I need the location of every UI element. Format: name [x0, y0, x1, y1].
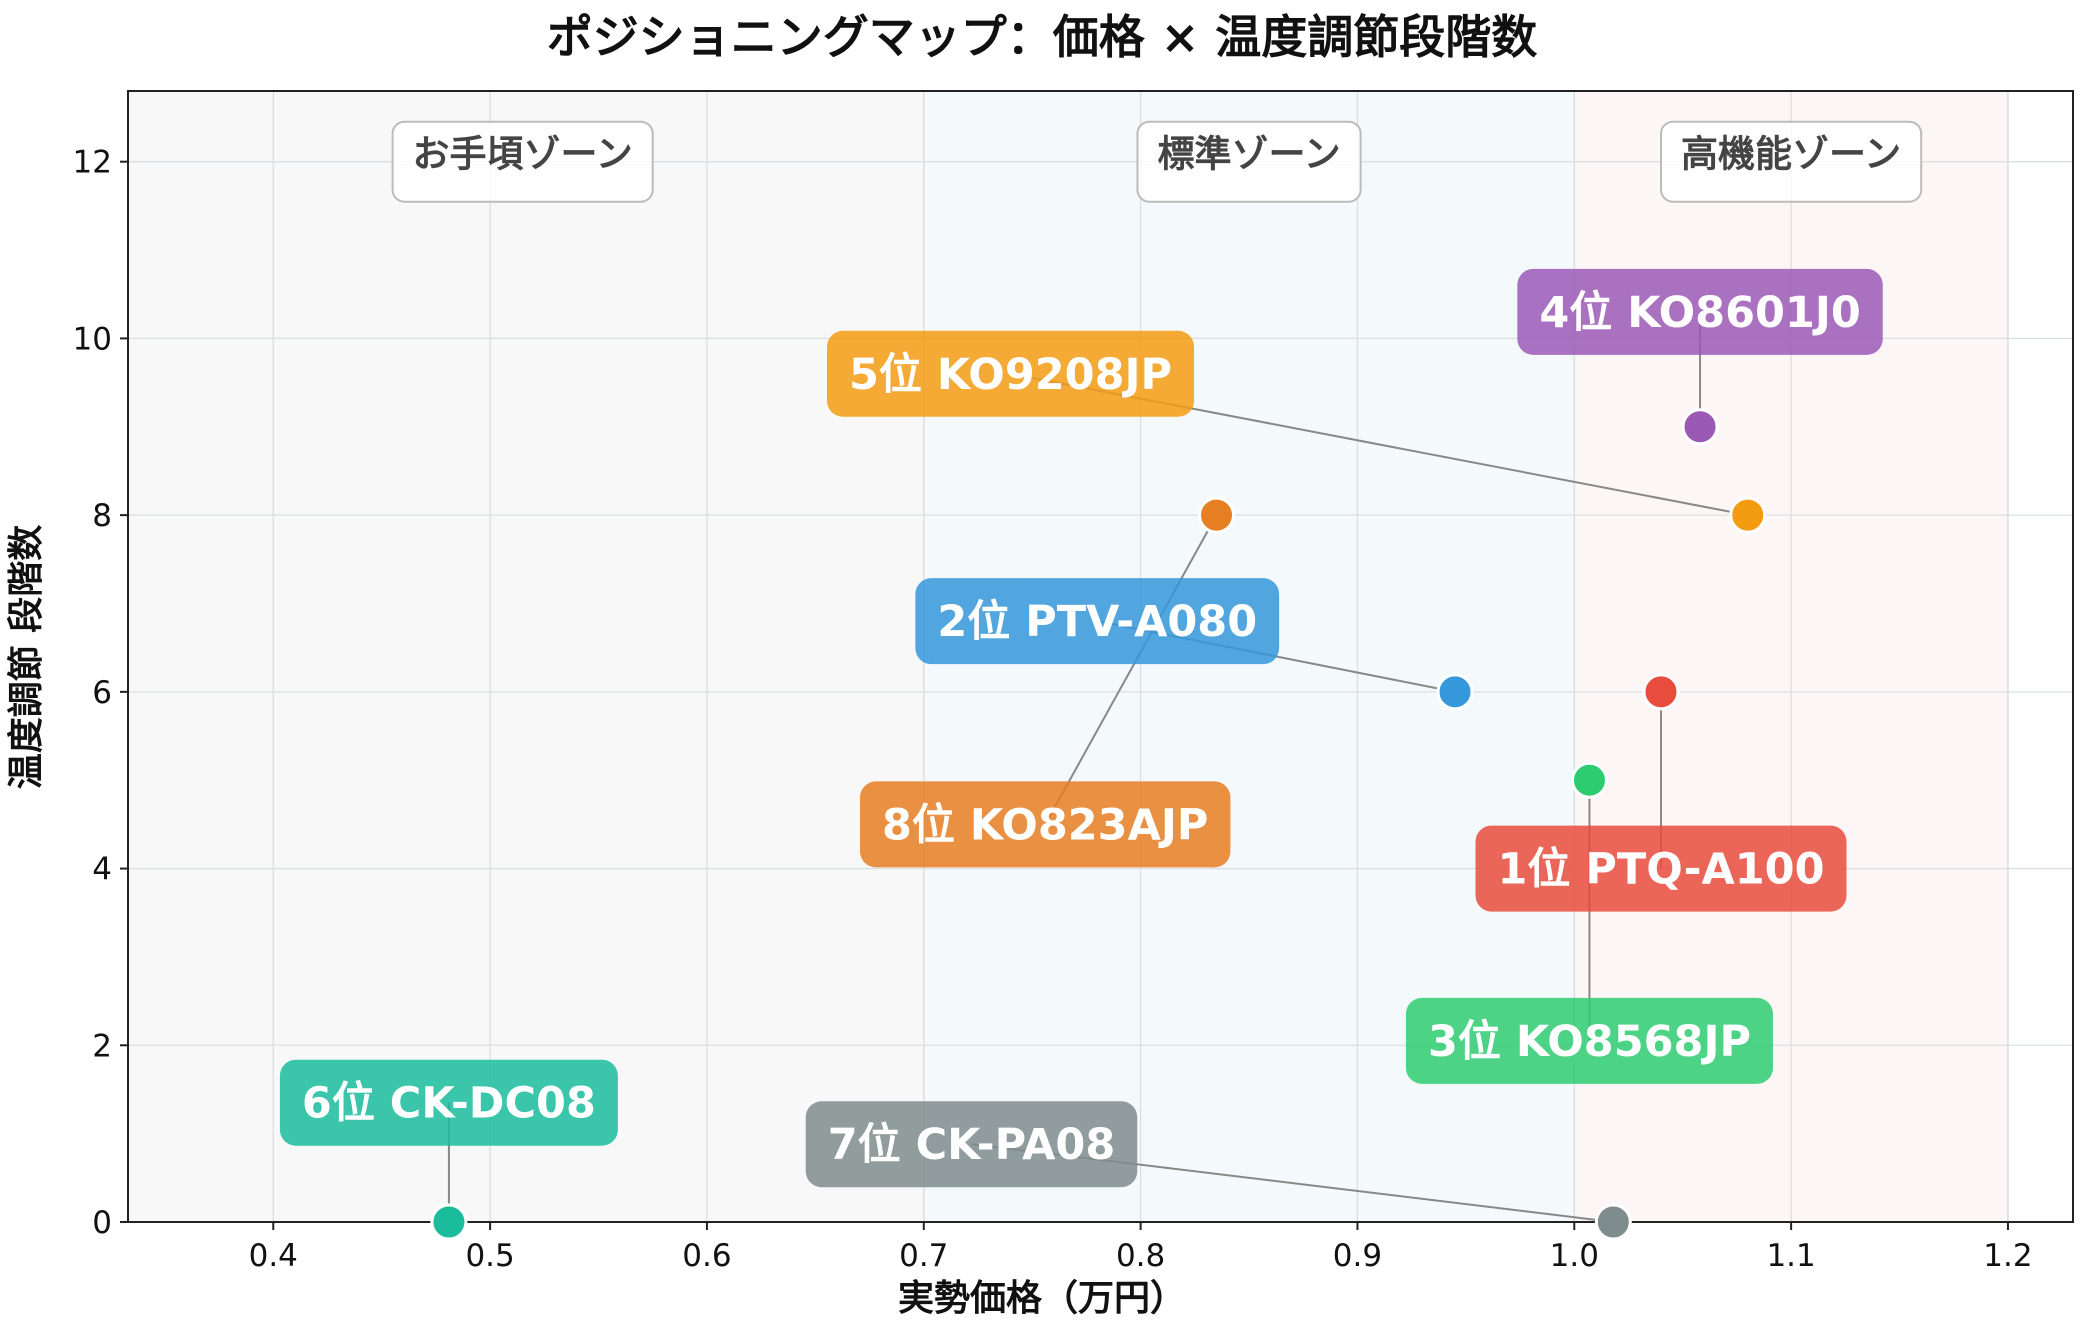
point-label-box: 8位 KO823AJP	[860, 781, 1231, 868]
y-tick-label: 4	[92, 852, 112, 888]
data-point	[1681, 408, 1719, 446]
zone-label: お手頃ゾーン	[413, 133, 633, 176]
point-label: 1位 PTQ-A100	[1498, 845, 1825, 895]
y-tick-label: 8	[92, 498, 112, 534]
label-connector	[1044, 514, 1218, 825]
point-label: 4位 KO8601J0	[1539, 288, 1860, 338]
point-label: 3位 KO8568JP	[1428, 1017, 1751, 1067]
point-label-background	[826, 330, 1195, 417]
chart-title: ポジショニングマップ：価格 × 温度調節段階数	[547, 10, 1538, 64]
data-point	[1594, 1203, 1632, 1241]
zone-label-background	[391, 120, 654, 203]
point-label-box: 4位 KO8601J0	[1517, 268, 1883, 355]
zone-label: 高機能ゾーン	[1681, 133, 1901, 176]
point-label: 6位 CK-DC08	[302, 1079, 596, 1129]
data-point	[1198, 496, 1236, 534]
x-tick-label: 1.0	[1550, 1238, 1599, 1274]
x-tick-label: 1.2	[1983, 1238, 2032, 1274]
point-label: 7位 CK-PA08	[828, 1120, 1116, 1170]
point-label-box: 3位 KO8568JP	[1405, 997, 1773, 1084]
point-label: 8位 KO823AJP	[882, 800, 1208, 850]
data-point	[430, 1203, 468, 1241]
zone-labels: お手頃ゾーン 標準ゾーン 高機能ゾーン	[391, 120, 1923, 203]
x-tick-label: 0.7	[899, 1238, 948, 1274]
point-label: 2位 PTV-A080	[937, 597, 1257, 647]
x-tick-label: 0.4	[249, 1238, 298, 1274]
y-tick-label: 10	[73, 321, 112, 357]
point-label-box: 7位 CK-PA08	[805, 1101, 1138, 1188]
data-point	[1729, 496, 1767, 534]
point-label-background	[1475, 825, 1847, 912]
point-label-box: 6位 CK-DC08	[279, 1059, 618, 1146]
x-tick-label: 0.8	[1116, 1238, 1165, 1274]
y-tick-label: 2	[92, 1028, 112, 1064]
y-tick-label: 12	[73, 145, 112, 181]
point-label-background	[860, 781, 1231, 868]
data-point	[1570, 761, 1608, 799]
point-label-background	[279, 1059, 618, 1146]
x-tick-label: 1.1	[1766, 1238, 1815, 1274]
point-label-background	[915, 578, 1280, 665]
zone-label-background	[1136, 120, 1362, 203]
zone-label-box: お手頃ゾーン	[391, 120, 654, 203]
y-tick-label: 0	[92, 1205, 112, 1241]
point-label-box: 5位 KO9208JP	[826, 330, 1195, 417]
point-label-box: 1位 PTQ-A100	[1475, 825, 1847, 912]
data-point	[1436, 673, 1474, 711]
x-tick-label: 0.5	[465, 1238, 514, 1274]
zone-background	[128, 91, 924, 1222]
plot-frame	[127, 90, 2074, 1223]
point-label-background	[1405, 997, 1773, 1084]
zone-label-box: 標準ゾーン	[1136, 120, 1362, 203]
zone-label-background	[1660, 120, 1923, 203]
y-axis-label: 温度調節 段階数	[6, 525, 47, 790]
data-point	[1642, 673, 1680, 711]
point-label-box: 2位 PTV-A080	[915, 578, 1280, 665]
y-tick-label: 6	[92, 675, 112, 711]
point-label: 5位 KO9208JP	[849, 350, 1172, 400]
x-axis-ticks: 0.4 0.5 0.6 0.7 0.8 0.9 1.0 1.1 1.2	[249, 1222, 2033, 1274]
zone-label: 標準ゾーン	[1157, 133, 1340, 176]
point-label-background	[805, 1101, 1138, 1188]
point-label-background	[1517, 268, 1883, 355]
point-labels: 1位 PTQ-A100 2位 PTV-A080 3位 KO8568JP 4位 KO86…	[279, 268, 1883, 1188]
data-points	[430, 408, 1767, 1241]
y-axis-ticks: 0 2 4 6 8 10 12	[73, 145, 128, 1241]
zone-label-box: 高機能ゾーン	[1660, 120, 1923, 203]
x-tick-label: 0.9	[1333, 1238, 1382, 1274]
x-axis-label: 実勢価格（万円）	[898, 1278, 1186, 1319]
x-tick-label: 0.6	[682, 1238, 731, 1274]
